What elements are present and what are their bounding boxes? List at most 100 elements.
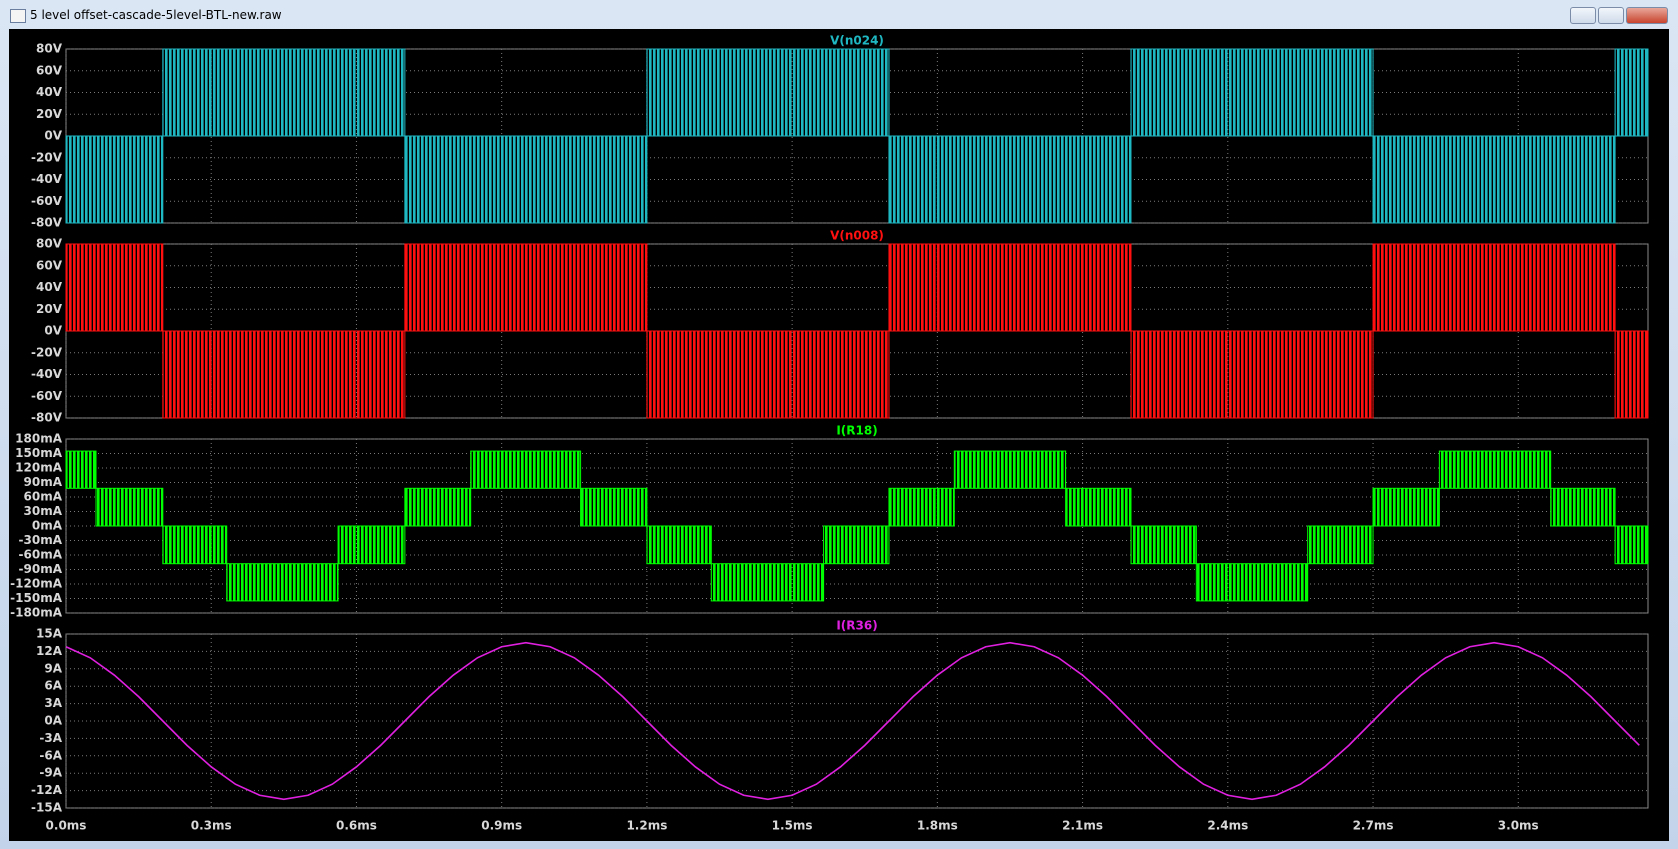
y-tick-label: 60mA [24, 490, 63, 504]
pwm-segment [1372, 135, 1616, 224]
pwm-segment [404, 243, 648, 332]
pwm-segment [646, 48, 890, 137]
y-tick-label: 6A [44, 679, 62, 693]
trace-title: I(R36) [836, 619, 877, 633]
close-button[interactable] [1626, 7, 1668, 24]
pwm-segment [1195, 563, 1309, 602]
pwm-segment [888, 487, 955, 527]
pwm-segment [1130, 48, 1374, 137]
x-tick-label: 3.0ms [1498, 819, 1539, 833]
pwm-segment [1372, 243, 1616, 332]
y-tick-label: 0V [44, 324, 62, 338]
y-tick-label: 20V [36, 302, 63, 316]
y-tick-label: 60V [36, 258, 63, 272]
y-tick-label: -20V [31, 150, 63, 164]
y-tick-label: 15A [36, 627, 63, 641]
pwm-segment [65, 135, 164, 224]
x-tick-label: 1.2ms [626, 819, 667, 833]
y-tick-label: -180mA [10, 606, 63, 620]
x-tick-label: 2.4ms [1207, 819, 1248, 833]
y-tick-label: 9A [44, 661, 62, 675]
y-tick-label: 3A [44, 696, 62, 710]
y-tick-label: -20V [31, 345, 63, 359]
y-tick-label: -40V [31, 172, 63, 186]
pwm-segment [1614, 48, 1649, 137]
y-tick-label: 20V [36, 107, 63, 121]
x-tick-label: 1.8ms [917, 819, 958, 833]
x-tick-label: 2.1ms [1062, 819, 1103, 833]
pwm-segment [580, 487, 648, 527]
pwm-segment [162, 48, 406, 137]
y-tick-label: 90mA [24, 475, 63, 489]
y-tick-label: -60V [31, 194, 63, 208]
window-title: 5 level offset-cascade-5level-BTL-new.ra… [30, 8, 282, 22]
y-tick-label: -60V [31, 389, 63, 403]
y-tick-label: 30mA [24, 504, 63, 518]
x-tick-label: 0.6ms [336, 819, 377, 833]
app-icon [10, 9, 26, 23]
pwm-segment [646, 330, 890, 419]
y-tick-label: 12A [36, 644, 63, 658]
pwm-segment [823, 525, 890, 565]
pwm-segment [1438, 450, 1552, 489]
pwm-segment [162, 330, 406, 419]
pwm-segment [1065, 487, 1132, 527]
minimize-button[interactable] [1570, 7, 1596, 24]
y-tick-label: -150mA [10, 591, 63, 605]
pwm-segment [1614, 525, 1649, 565]
y-tick-label: -60mA [19, 548, 63, 562]
pwm-segment [888, 135, 1132, 224]
y-tick-label: -12A [31, 783, 63, 797]
pwm-segment [1550, 487, 1616, 527]
x-tick-label: 0.0ms [46, 819, 87, 833]
pwm-segment [953, 450, 1067, 489]
x-tick-label: 0.3ms [191, 819, 232, 833]
y-tick-label: 40V [36, 85, 63, 99]
trace-line [65, 641, 1640, 801]
pwm-segment [710, 563, 825, 602]
y-tick-label: -6A [39, 748, 62, 762]
pwm-segment [646, 525, 712, 565]
pwm-segment [888, 243, 1132, 332]
waveform-plot: V(n024) -80V -60V -40V -20V 0V 20V 40V 60V 80V V(n… [9, 29, 1669, 841]
pwm-segment [95, 487, 164, 527]
y-tick-label: 40V [36, 280, 63, 294]
pwm-segment [404, 487, 472, 527]
y-tick-label: 180mA [15, 432, 63, 446]
trace-title: V(n008) [830, 229, 884, 243]
trace-title: V(n024) [830, 34, 884, 48]
x-tick-label: 2.7ms [1353, 819, 1394, 833]
pwm-segment [1614, 330, 1649, 419]
y-tick-label: -3A [39, 731, 62, 745]
x-tick-label: 1.5ms [772, 819, 813, 833]
pwm-segment [65, 243, 164, 332]
y-tick-label: -40V [31, 367, 63, 381]
pwm-segment [1130, 330, 1374, 419]
y-tick-label: -9A [39, 766, 62, 780]
pwm-segment [1372, 487, 1440, 527]
pwm-segment [65, 450, 97, 489]
y-tick-label: -80V [31, 216, 63, 230]
y-tick-label: -30mA [19, 533, 63, 547]
y-tick-label: 0A [44, 714, 62, 728]
pwm-segment [470, 450, 582, 489]
y-tick-label: 0mA [32, 519, 63, 533]
pwm-segment [337, 525, 406, 565]
y-tick-label: -15A [31, 801, 63, 815]
y-tick-label: 60V [36, 63, 63, 77]
pwm-segment [162, 525, 228, 565]
pwm-segment [404, 135, 648, 224]
pwm-segment [226, 563, 339, 602]
y-tick-label: -120mA [10, 577, 63, 591]
y-tick-label: 120mA [15, 461, 63, 475]
pwm-segment [1130, 525, 1197, 565]
maximize-button[interactable] [1598, 7, 1624, 24]
x-tick-label: 0.9ms [481, 819, 522, 833]
y-tick-label: 80V [36, 42, 63, 56]
y-tick-label: 80V [36, 237, 63, 251]
y-tick-label: -90mA [19, 562, 63, 576]
y-tick-label: 150mA [15, 446, 63, 460]
pwm-segment [1307, 525, 1374, 565]
y-tick-label: 0V [44, 129, 62, 143]
